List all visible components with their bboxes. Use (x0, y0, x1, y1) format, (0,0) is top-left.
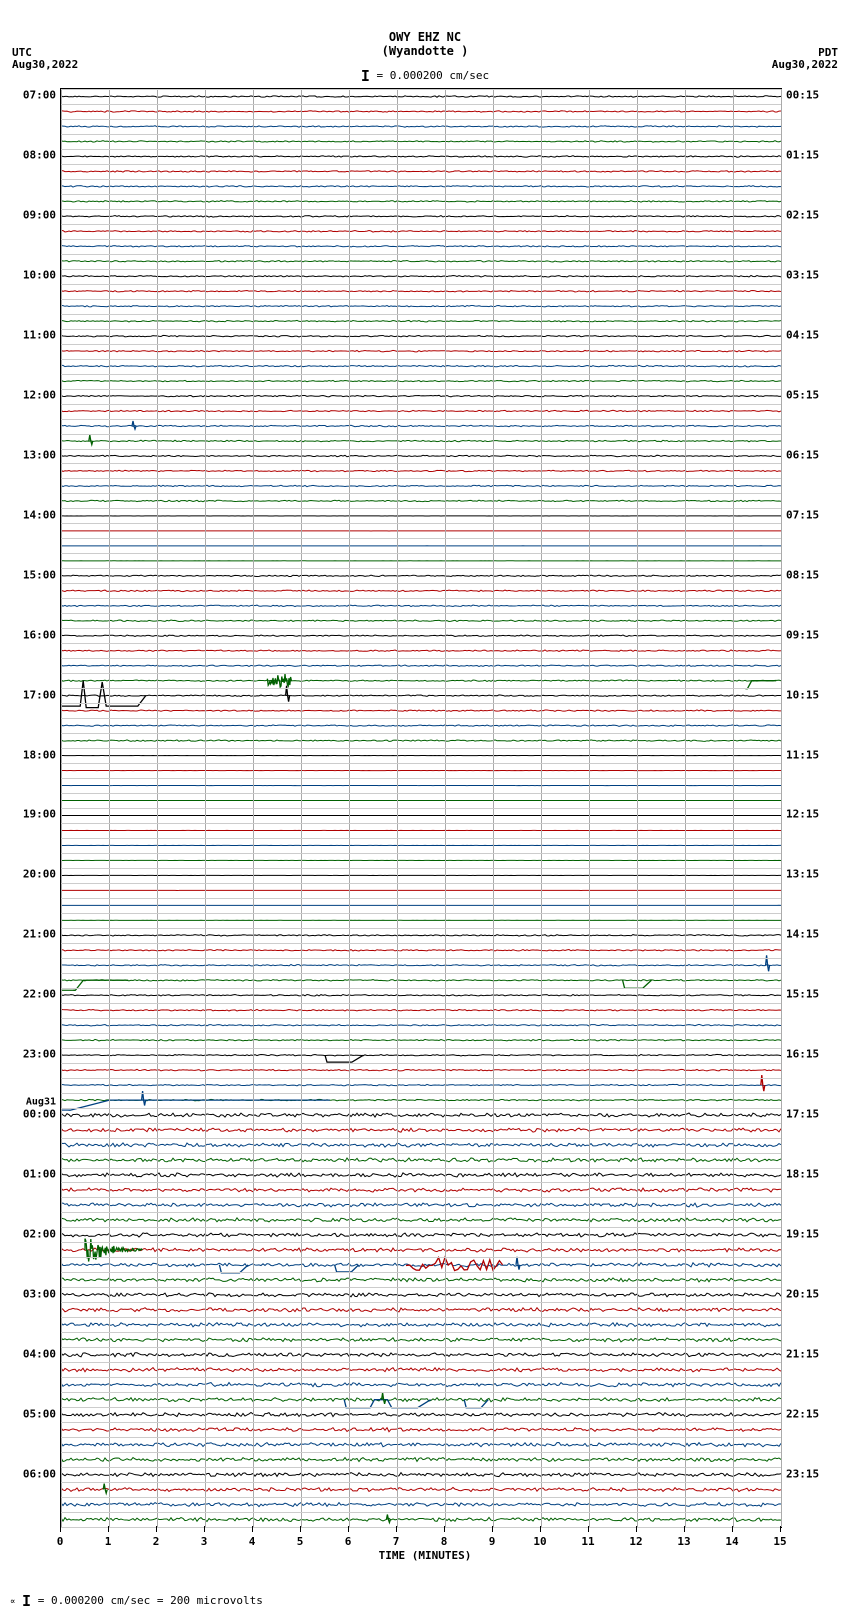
ylabel-left: 14:00 (23, 508, 56, 521)
ylabel-right: 08:15 (786, 568, 819, 581)
ylabel-left: 17:00 (23, 688, 56, 701)
seismogram-container: OWY EHZ NC (Wyandotte ) I = 0.000200 cm/… (0, 0, 850, 1613)
ylabel-left: 00:00 (23, 1108, 56, 1121)
xlabel: 12 (629, 1535, 642, 1548)
ylabel-right: 19:15 (786, 1227, 819, 1240)
xlabel: 15 (773, 1535, 786, 1548)
ylabel-left: 03:00 (23, 1287, 56, 1300)
ylabel-left: 18:00 (23, 748, 56, 761)
xlabel: 8 (441, 1535, 448, 1548)
ylabel-left: 21:00 (23, 928, 56, 941)
ylabel-left: 15:00 (23, 568, 56, 581)
xlabel: 7 (393, 1535, 400, 1548)
ylabel-right: 21:15 (786, 1347, 819, 1360)
ylabel-right: 17:15 (786, 1108, 819, 1121)
ylabel-right: 05:15 (786, 389, 819, 402)
ylabel-left: 20:00 (23, 868, 56, 881)
ylabel-right: 23:15 (786, 1467, 819, 1480)
ylabel-left: 10:00 (23, 269, 56, 282)
date-left: Aug30,2022 (12, 58, 78, 71)
ylabel-right: 15:15 (786, 988, 819, 1001)
ylabel-left: 22:00 (23, 988, 56, 1001)
xlabel: 14 (725, 1535, 738, 1548)
ylabel-left: 16:00 (23, 628, 56, 641)
footer-text: = 0.000200 cm/sec = 200 microvolts (38, 1594, 263, 1607)
xlabel: 6 (345, 1535, 352, 1548)
xlabel: 0 (57, 1535, 64, 1548)
station-title: OWY EHZ NC (0, 30, 850, 44)
ylabel-left: 12:00 (23, 389, 56, 402)
xlabel: 3 (201, 1535, 208, 1548)
ylabel-right: 11:15 (786, 748, 819, 761)
ylabel-right: 07:15 (786, 508, 819, 521)
ylabel-left: 13:00 (23, 448, 56, 461)
xlabel: 9 (489, 1535, 496, 1548)
xlabel: 4 (249, 1535, 256, 1548)
day-label-left: Aug31 (26, 1097, 56, 1108)
footer-bar-icon: I (22, 1592, 31, 1610)
ylabel-left: 05:00 (23, 1407, 56, 1420)
ylabel-right: 20:15 (786, 1287, 819, 1300)
ylabel-right: 14:15 (786, 928, 819, 941)
xaxis-title: TIME (MINUTES) (0, 1549, 850, 1562)
xlabel: 2 (153, 1535, 160, 1548)
ylabel-left: 19:00 (23, 808, 56, 821)
ylabel-left: 09:00 (23, 209, 56, 222)
scale-label: I = 0.000200 cm/sec (0, 65, 850, 83)
footer-scale: ∝ I = 0.000200 cm/sec = 200 microvolts (10, 1590, 263, 1608)
ylabel-left: 07:00 (23, 89, 56, 102)
ylabel-right: 02:15 (786, 209, 819, 222)
ylabel-right: 13:15 (786, 868, 819, 881)
ylabel-left: 08:00 (23, 149, 56, 162)
xlabel: 10 (533, 1535, 546, 1548)
ylabel-left: 11:00 (23, 329, 56, 342)
date-right: Aug30,2022 (772, 58, 838, 71)
xlabel: 1 (105, 1535, 112, 1548)
ylabel-right: 12:15 (786, 808, 819, 821)
ylabel-left: 01:00 (23, 1167, 56, 1180)
ylabel-right: 16:15 (786, 1048, 819, 1061)
xlabel: 13 (677, 1535, 690, 1548)
xlabel: 11 (581, 1535, 594, 1548)
ylabel-right: 01:15 (786, 149, 819, 162)
scale-bar-icon: I (361, 67, 370, 85)
ylabel-right: 04:15 (786, 329, 819, 342)
plot-area (60, 88, 782, 1528)
ylabel-left: 02:00 (23, 1227, 56, 1240)
scale-text: = 0.000200 cm/sec (377, 69, 490, 82)
ylabel-right: 10:15 (786, 688, 819, 701)
ylabel-left: 06:00 (23, 1467, 56, 1480)
ylabel-left: 23:00 (23, 1048, 56, 1061)
xlabel: 5 (297, 1535, 304, 1548)
ylabel-right: 00:15 (786, 89, 819, 102)
ylabel-right: 03:15 (786, 269, 819, 282)
ylabel-left: 04:00 (23, 1347, 56, 1360)
ylabel-right: 09:15 (786, 628, 819, 641)
ylabel-right: 22:15 (786, 1407, 819, 1420)
ylabel-right: 06:15 (786, 448, 819, 461)
station-subtitle: (Wyandotte ) (0, 44, 850, 58)
ylabel-right: 18:15 (786, 1167, 819, 1180)
